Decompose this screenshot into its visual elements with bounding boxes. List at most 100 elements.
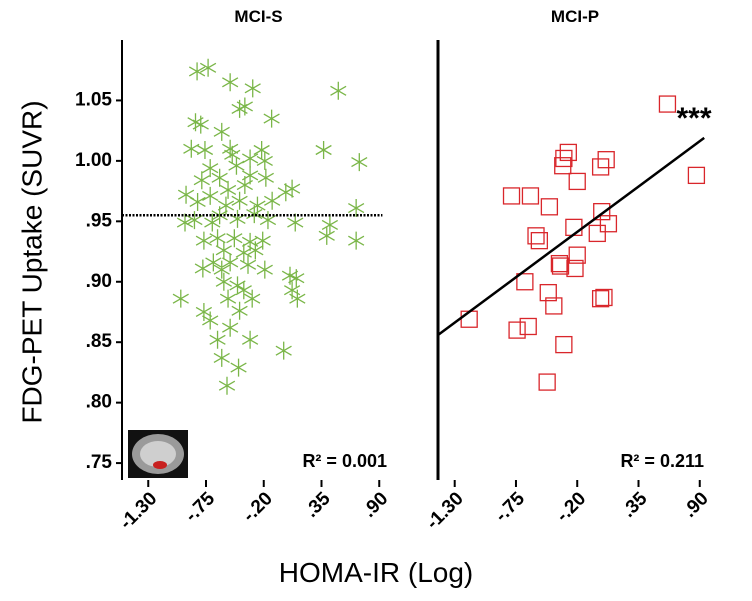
point xyxy=(202,159,219,178)
point xyxy=(283,179,301,198)
point xyxy=(275,341,292,360)
point xyxy=(555,149,573,168)
point xyxy=(213,260,230,279)
point xyxy=(330,81,347,100)
y-tick-label: .90 xyxy=(86,271,112,292)
x-axis-label: HOMA-IR (Log) xyxy=(279,557,473,588)
x-tick-label: -1.30 xyxy=(422,488,467,533)
point xyxy=(226,229,243,248)
y-axis-label: FDG-PET Uptake (SUVR) xyxy=(16,100,47,423)
significance: *** xyxy=(676,102,711,135)
point xyxy=(264,191,281,210)
point xyxy=(259,211,277,230)
point xyxy=(194,259,211,278)
point xyxy=(527,227,545,245)
point xyxy=(348,231,365,250)
point xyxy=(551,257,570,275)
point xyxy=(236,97,253,116)
point xyxy=(196,141,214,159)
point xyxy=(209,229,226,248)
point xyxy=(192,115,209,134)
inset-roi xyxy=(153,461,167,469)
point xyxy=(229,209,246,228)
point xyxy=(540,198,559,216)
point xyxy=(256,260,273,279)
point xyxy=(215,241,232,260)
point xyxy=(241,330,259,349)
point xyxy=(209,330,226,349)
point xyxy=(224,145,241,164)
point xyxy=(229,276,246,295)
point xyxy=(177,185,195,204)
point xyxy=(348,199,365,218)
panel-title: MCI-S xyxy=(234,7,282,26)
y-tick-label: 1.05 xyxy=(75,89,112,110)
point xyxy=(521,187,540,205)
point xyxy=(568,246,586,264)
point xyxy=(351,153,368,172)
point xyxy=(588,224,606,243)
point xyxy=(530,232,549,250)
point xyxy=(591,158,610,176)
point xyxy=(235,243,252,262)
point xyxy=(289,289,306,308)
trend-line xyxy=(437,136,705,336)
point xyxy=(566,259,584,278)
point xyxy=(183,139,200,158)
point xyxy=(222,139,239,158)
x-tick-label: .90 xyxy=(679,488,713,522)
x-tick-label: -.20 xyxy=(239,488,277,526)
point xyxy=(202,311,219,330)
point xyxy=(591,290,610,308)
x-tick-label: -1.30 xyxy=(116,488,161,533)
point xyxy=(519,317,537,336)
x-tick-label: .35 xyxy=(618,488,652,522)
point xyxy=(222,318,239,337)
point xyxy=(545,297,563,315)
brain-inset xyxy=(128,430,188,478)
point xyxy=(256,151,273,170)
point xyxy=(246,205,263,224)
point xyxy=(502,187,521,205)
point xyxy=(244,289,261,308)
point xyxy=(188,62,206,81)
point xyxy=(593,202,611,221)
point xyxy=(559,143,577,162)
point xyxy=(186,211,203,230)
point xyxy=(315,141,332,159)
point xyxy=(195,231,213,250)
point xyxy=(508,321,526,339)
point xyxy=(219,289,237,308)
point xyxy=(222,253,239,272)
point xyxy=(241,149,259,168)
point xyxy=(222,73,239,92)
point xyxy=(555,335,573,354)
point xyxy=(228,156,245,175)
point xyxy=(539,283,557,302)
point xyxy=(595,288,613,307)
x-tick-label: .90 xyxy=(359,488,393,522)
point xyxy=(231,191,248,210)
point xyxy=(204,213,221,232)
point xyxy=(254,231,271,250)
point xyxy=(239,255,257,274)
y-tick-label: .95 xyxy=(86,210,113,231)
y-tick-label: 1.00 xyxy=(75,150,112,171)
point xyxy=(211,168,228,187)
point xyxy=(460,310,478,328)
point xyxy=(263,109,280,128)
point xyxy=(244,79,261,98)
point xyxy=(658,95,677,113)
x-tick-label: -.75 xyxy=(491,488,529,526)
point xyxy=(195,302,213,321)
point xyxy=(235,281,252,300)
point xyxy=(193,171,210,190)
point xyxy=(213,348,230,367)
y-tick-label: .75 xyxy=(86,452,113,473)
point xyxy=(218,376,236,395)
point xyxy=(288,269,305,288)
point xyxy=(538,373,556,391)
panel-title: MCI-P xyxy=(551,7,599,26)
point xyxy=(202,186,219,205)
